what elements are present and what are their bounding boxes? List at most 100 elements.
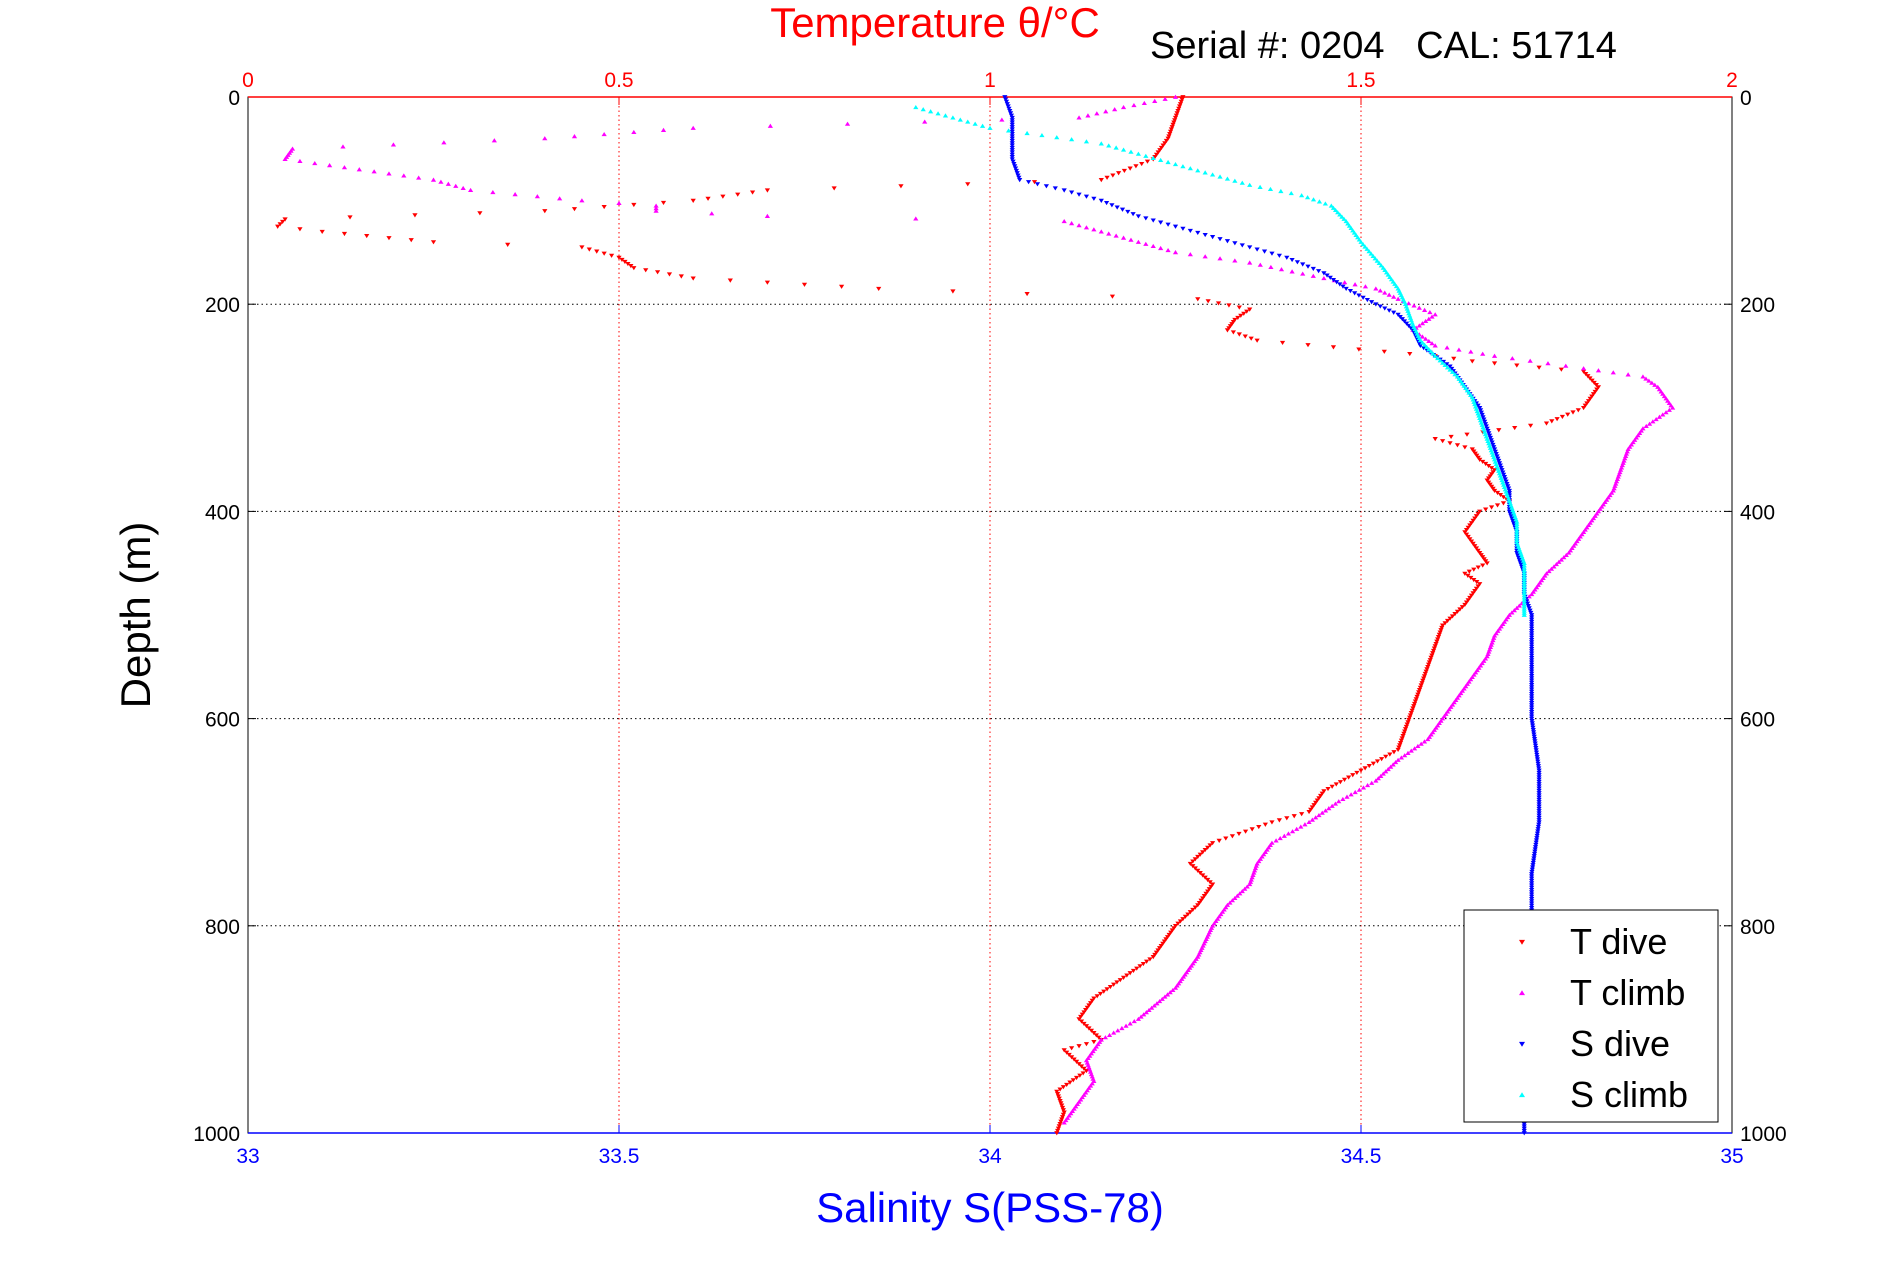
data-point <box>1399 317 1405 322</box>
data-point <box>1501 472 1507 477</box>
data-point <box>1143 216 1149 221</box>
data-point <box>965 182 971 187</box>
data-point <box>1276 253 1282 258</box>
data-point <box>1529 707 1535 712</box>
data-point <box>438 179 444 184</box>
data-point <box>1374 759 1381 764</box>
data-point <box>1177 102 1184 107</box>
data-point <box>1172 985 1179 990</box>
data-point <box>1436 632 1442 637</box>
data-point <box>1168 127 1174 132</box>
data-point <box>1249 827 1255 832</box>
data-point <box>1164 992 1171 997</box>
data-point <box>1278 188 1284 194</box>
data-point <box>1531 732 1537 737</box>
data-point <box>491 138 497 143</box>
data-point <box>1386 292 1392 297</box>
data-point <box>1643 423 1649 429</box>
data-point <box>1378 773 1384 778</box>
data-point <box>1421 739 1428 744</box>
data-point <box>764 280 770 285</box>
data-point <box>1131 1019 1137 1024</box>
data-point <box>1378 263 1384 268</box>
data-point <box>441 140 447 145</box>
data-point <box>1484 426 1490 431</box>
data-point <box>1543 421 1550 426</box>
data-point <box>1396 745 1402 750</box>
data-point <box>1556 559 1562 564</box>
data-point <box>1347 289 1353 294</box>
data-point <box>1395 747 1401 753</box>
data-point <box>678 274 684 279</box>
data-point <box>356 167 362 172</box>
data-point <box>1536 804 1542 809</box>
data-point <box>1120 105 1127 110</box>
data-point <box>1024 130 1030 136</box>
data-point <box>1165 136 1171 141</box>
data-point <box>608 253 615 258</box>
data-point <box>1481 417 1487 422</box>
data-point <box>1529 714 1535 719</box>
data-point <box>1508 514 1514 519</box>
data-point <box>1172 118 1178 123</box>
data-point <box>1535 761 1541 766</box>
data-point <box>1130 212 1136 217</box>
data-point <box>1009 115 1015 121</box>
data-point <box>1532 847 1538 852</box>
data-point <box>1262 822 1268 827</box>
data-point <box>1309 817 1315 822</box>
data-point <box>1429 653 1435 658</box>
data-point <box>1468 593 1475 598</box>
data-point <box>1210 235 1216 240</box>
data-point <box>1652 382 1658 387</box>
data-point <box>1284 816 1290 821</box>
data-point <box>1125 209 1131 215</box>
data-point <box>1141 100 1147 106</box>
data-point <box>1009 136 1015 141</box>
data-point <box>1195 168 1201 173</box>
data-point <box>1526 606 1532 611</box>
data-point <box>1423 318 1429 324</box>
data-point <box>1175 921 1181 926</box>
data-point <box>1369 780 1375 785</box>
data-point <box>1527 608 1533 613</box>
data-point <box>1514 528 1520 533</box>
data-point <box>1322 808 1329 813</box>
data-point <box>1583 371 1589 377</box>
data-point <box>1432 353 1438 358</box>
data-point <box>1385 766 1391 772</box>
data-point <box>1530 723 1536 728</box>
data-point <box>1529 615 1535 620</box>
data-point <box>913 105 919 110</box>
data-point <box>616 200 622 206</box>
data-point <box>1581 369 1587 374</box>
salinity-tick-label: 33.5 <box>599 1145 640 1168</box>
data-point <box>1089 998 1095 1003</box>
data-point <box>1370 761 1376 766</box>
data-point <box>1534 752 1540 757</box>
data-point <box>1201 894 1207 899</box>
data-point <box>1358 768 1364 773</box>
data-point <box>1238 313 1244 318</box>
data-point <box>1277 835 1283 841</box>
data-point <box>1503 479 1509 484</box>
bottom-axis-title: Salinity S(PSS-78) <box>816 1184 1164 1231</box>
data-point <box>1310 273 1316 278</box>
data-point <box>1529 655 1535 661</box>
data-point <box>1514 551 1520 556</box>
data-point <box>1530 863 1536 868</box>
data-point <box>1172 923 1179 929</box>
data-point <box>1192 857 1198 862</box>
data-point <box>1575 408 1581 413</box>
data-point <box>1239 888 1245 894</box>
data-point <box>1529 874 1535 879</box>
data-point <box>1395 757 1401 762</box>
data-point <box>1380 771 1386 776</box>
data-point <box>1581 405 1587 411</box>
data-point <box>542 209 548 214</box>
data-point <box>1054 1089 1060 1094</box>
data-point <box>1529 619 1535 625</box>
data-point <box>1529 885 1535 890</box>
data-point <box>445 181 451 186</box>
data-point <box>1150 155 1156 160</box>
